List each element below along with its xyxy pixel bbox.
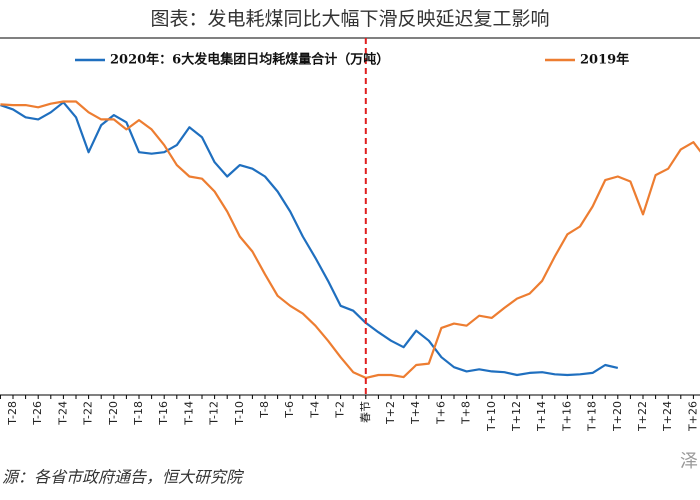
x-tick-label: T+12 bbox=[510, 401, 523, 432]
x-tick-label: T-6 bbox=[283, 401, 296, 419]
x-tick-label: T-14 bbox=[182, 401, 195, 426]
legend-label: 2019年 bbox=[580, 52, 629, 68]
series-line bbox=[0, 100, 700, 379]
x-tick-label: T-24 bbox=[56, 401, 69, 426]
plot-area bbox=[0, 100, 700, 379]
x-tick-label: T+26 bbox=[686, 401, 699, 432]
x-tick-label: T+16 bbox=[560, 401, 573, 432]
x-tick-label: T+8 bbox=[460, 401, 473, 425]
x-tick-label: T+6 bbox=[434, 401, 447, 425]
source-note: 源：各省市政府通告，恒大研究院 bbox=[2, 468, 245, 487]
x-tick-label: 春节 bbox=[359, 401, 372, 423]
x-tick-label: T-8 bbox=[258, 401, 271, 419]
x-tick-label: T+4 bbox=[409, 401, 422, 425]
x-tick-label: T-28 bbox=[6, 401, 19, 426]
x-tick-label: T+2 bbox=[384, 401, 397, 425]
x-tick-label: T-26 bbox=[31, 401, 44, 426]
x-tick-label: T-2 bbox=[334, 401, 347, 419]
x-tick-label: T+20 bbox=[611, 401, 624, 432]
x-tick-label: T-4 bbox=[308, 401, 321, 419]
x-tick-label: T-18 bbox=[132, 401, 145, 426]
x-tick-label: T+14 bbox=[535, 401, 548, 432]
watermark: 泽 bbox=[680, 451, 698, 472]
series-line bbox=[0, 101, 619, 377]
x-tick-label: T+22 bbox=[636, 401, 649, 432]
legend-label: 2020年：6大发电集团日均耗煤量合计（万吨） bbox=[110, 52, 389, 68]
x-tick-label: T-20 bbox=[107, 401, 120, 426]
x-tick-label: T-12 bbox=[208, 401, 221, 426]
x-tick-label: T-10 bbox=[233, 401, 246, 426]
x-tick-label: T-16 bbox=[157, 401, 170, 426]
chart-title: 图表：发电耗煤同比大幅下滑反映延迟复工影响 bbox=[150, 8, 549, 30]
x-tick-label: T+10 bbox=[485, 401, 498, 432]
x-tick-label: T-22 bbox=[82, 401, 95, 426]
x-tick-label: T+18 bbox=[586, 401, 599, 432]
x-tick-label: T+24 bbox=[661, 401, 674, 432]
